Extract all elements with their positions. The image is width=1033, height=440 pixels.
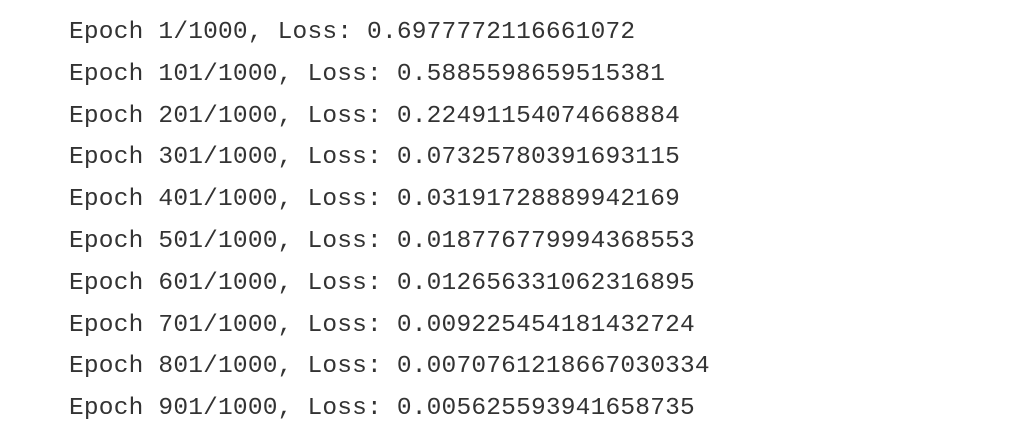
- log-line-epoch-801: Epoch 801/1000, Loss: 0.0070761218667030…: [69, 353, 710, 381]
- log-line-epoch-1: Epoch 1/1000, Loss: 0.6977772116661072: [69, 19, 636, 46]
- log-line-epoch-701: Epoch 701/1000, Loss: 0.0092254541814327…: [69, 311, 695, 339]
- log-line-epoch-101: Epoch 101/1000, Loss: 0.5885598659515381: [69, 60, 666, 88]
- log-line-epoch-501: Epoch 501/1000, Loss: 0.0187767799943685…: [69, 227, 695, 255]
- log-line-epoch-901: Epoch 901/1000, Loss: 0.0056255939416587…: [69, 395, 695, 423]
- log-line-epoch-401: Epoch 401/1000, Loss: 0.0319172888994216…: [69, 186, 680, 214]
- log-line-epoch-601: Epoch 601/1000, Loss: 0.0126563310623168…: [69, 269, 695, 297]
- console-output: Epoch 1/1000, Loss: 0.6977772116661072 E…: [69, 12, 1009, 430]
- log-line-epoch-201: Epoch 201/1000, Loss: 0.2249115407466888…: [69, 102, 680, 130]
- log-line-epoch-301: Epoch 301/1000, Loss: 0.0732578039169311…: [69, 144, 680, 172]
